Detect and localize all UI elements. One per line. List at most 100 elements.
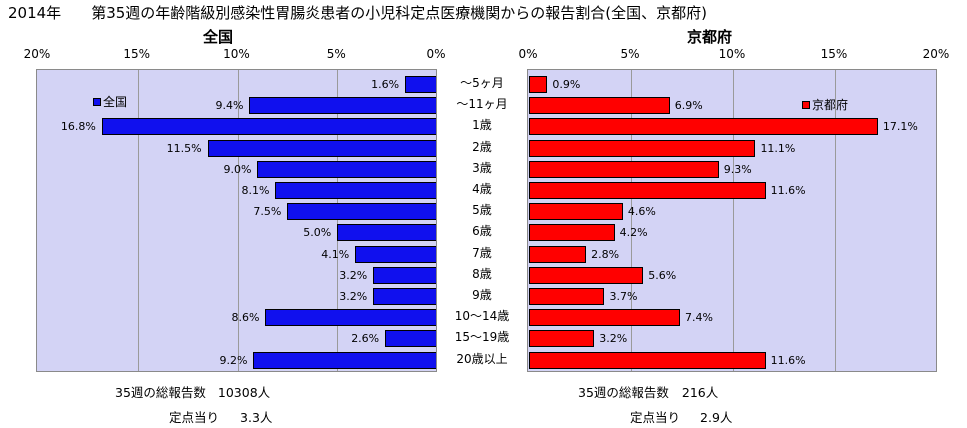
chart-title-text: 第35週の年齢階級別感染性胃腸炎患者の小児科定点医療機関からの報告割合(全国、京… (91, 4, 707, 22)
category-label: 3歳 (472, 160, 492, 175)
national-bar (275, 182, 436, 199)
national-legend-label: 全国 (103, 95, 128, 109)
national-data-label: 11.5% (166, 141, 202, 155)
kyoto-per-sentinel-value: 2.9人 (700, 410, 733, 425)
category-label: 4歳 (472, 182, 492, 196)
kyoto-x-tick-label: 10% (718, 47, 746, 61)
kyoto-data-label: 7.4% (684, 311, 713, 325)
national-total-reports: 35週の総報告数 10308人 (115, 382, 270, 401)
national-data-label: 4.1% (321, 247, 350, 261)
national-data-label: 8.1% (241, 184, 270, 197)
kyoto-data-label: 6.9% (674, 99, 703, 113)
kyoto-bar (529, 309, 680, 327)
kyoto-bar (529, 245, 587, 263)
category-label: 7歳 (472, 245, 492, 260)
national-x-tick-label: 15% (123, 47, 151, 61)
national-per-sentinel-label: 定点当り (169, 410, 220, 425)
national-gridline (137, 70, 139, 371)
national-bar (287, 203, 436, 221)
kyoto-data-label: 17.1% (882, 120, 918, 134)
national-panel-title: 全国 (203, 28, 234, 46)
national-bar (373, 266, 436, 284)
national-data-label: 1.6% (371, 78, 400, 91)
kyoto-per-sentinel-label: 定点当り (630, 410, 681, 425)
national-plot-area: 全国 1.6% 9.4% 16.8% 11.5% 9.0% 8.1% 7.5% 5.0% 4.1… (36, 69, 437, 372)
kyoto-gridline (631, 70, 632, 371)
kyoto-per-sentinel: 定点当り 2.9人 (630, 407, 732, 426)
kyoto-legend-swatch (802, 100, 810, 109)
national-total-label: 35週の総報告数 (115, 385, 206, 400)
chart-title-year: 2014年 (8, 4, 62, 22)
national-data-label: 2.6% (351, 332, 380, 346)
category-label: 20歳以上 (456, 351, 508, 366)
kyoto-data-label: 4.2% (619, 226, 648, 240)
national-data-label: 9.4% (215, 99, 244, 113)
category-label: 15～19歳 (454, 330, 510, 345)
kyoto-bar (529, 203, 623, 221)
kyoto-bar (529, 160, 719, 178)
national-data-label: 9.0% (223, 162, 252, 176)
kyoto-data-label: 0.9% (552, 78, 581, 91)
kyoto-bar (529, 182, 766, 199)
national-per-sentinel-value: 3.3人 (240, 410, 273, 425)
national-bar (101, 118, 436, 136)
kyoto-bar (529, 118, 878, 136)
national-total-value: 10308人 (217, 385, 271, 400)
kyoto-x-tick-label: 5% (620, 47, 640, 61)
national-bar (373, 288, 436, 305)
category-label: 6歳 (472, 224, 492, 239)
kyoto-data-label: 11.1% (760, 141, 796, 155)
kyoto-bar (529, 76, 548, 93)
kyoto-total-value: 216人 (681, 385, 719, 400)
kyoto-gridline (733, 70, 734, 371)
kyoto-bar (529, 97, 670, 115)
kyoto-x-tick-label: 20% (922, 47, 950, 61)
national-legend-swatch (93, 97, 101, 106)
kyoto-data-label: 11.6% (770, 353, 806, 367)
national-bar (207, 139, 436, 157)
national-legend: 全国 (93, 93, 127, 110)
national-bar (337, 224, 436, 242)
national-data-label: 3.2% (339, 290, 368, 303)
national-bar (257, 160, 436, 178)
kyoto-total-reports: 35週の総報告数 216人 (578, 382, 718, 401)
national-data-label: 7.5% (253, 205, 282, 219)
kyoto-legend-label: 京都府 (812, 98, 849, 112)
kyoto-plot-area: 京都府 0.9% 6.9% 17.1% 11.1% 9.3% 11.6% 4.6% 4.2% 2… (527, 69, 937, 372)
national-gridline (237, 70, 239, 371)
kyoto-legend: 京都府 (802, 96, 848, 113)
national-bar (265, 309, 436, 327)
category-label: ～11ヶ月 (456, 97, 508, 112)
kyoto-total-label: 35週の総報告数 (578, 385, 669, 400)
kyoto-bar (529, 139, 756, 157)
kyoto-bar (529, 351, 766, 369)
category-label: 10～14歳 (454, 309, 510, 324)
national-bar (355, 245, 436, 263)
national-bar (405, 76, 436, 93)
kyoto-bar (529, 330, 595, 348)
kyoto-data-label: 3.2% (599, 332, 628, 346)
chart-title: 2014年 第35週の年齢階級別感染性胃腸炎患者の小児科定点医療機関からの報告割合… (8, 2, 707, 23)
kyoto-bar (529, 288, 605, 305)
kyoto-data-label: 2.8% (591, 247, 620, 261)
kyoto-data-label: 5.6% (648, 268, 677, 282)
national-data-label: 8.6% (231, 311, 260, 325)
national-data-label: 5.0% (303, 226, 332, 240)
kyoto-panel-title: 京都府 (687, 28, 733, 46)
kyoto-gridline (835, 70, 836, 371)
national-bar (385, 330, 436, 348)
category-label: 2歳 (472, 139, 492, 154)
national-data-label: 16.8% (60, 120, 96, 134)
national-per-sentinel: 定点当り 3.3人 (169, 407, 272, 426)
category-label: ～5ヶ月 (460, 76, 504, 90)
national-bar (249, 97, 436, 115)
category-label: 9歳 (472, 288, 492, 302)
national-gridline (337, 70, 339, 371)
kyoto-data-label: 9.3% (723, 162, 752, 176)
national-bar (253, 351, 436, 369)
kyoto-bar (529, 224, 615, 242)
national-data-label: 3.2% (339, 268, 368, 282)
national-x-tick-label: 5% (326, 47, 346, 61)
category-label: 8歳 (472, 266, 492, 281)
kyoto-data-label: 4.6% (627, 205, 656, 219)
